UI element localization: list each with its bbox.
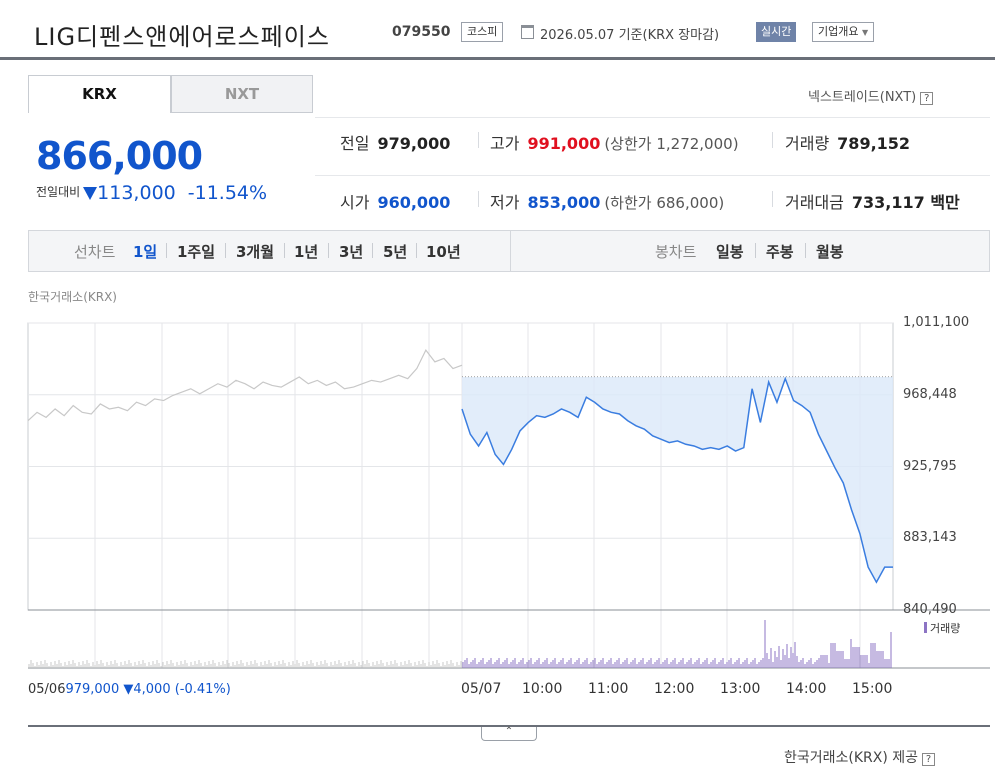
y-tick-label: 968,448 [903,386,957,402]
stock-code: 079550 [392,24,451,40]
tab-nxt[interactable]: NXT [171,75,313,113]
divider [372,243,373,258]
nxt-link[interactable]: 넥스트레이드(NXT)? [808,86,934,105]
divider [478,191,479,207]
x-tick-label: 15:00 [852,681,893,697]
period-divider [510,231,511,271]
x-tick-label: 11:00 [588,681,629,697]
change-label: 전일대비 [36,185,81,199]
y-tick-label: 925,795 [903,458,957,474]
down-triangle-icon [83,187,98,200]
candle-chart-label: 봉차트 [655,243,697,261]
stock-header: LIG디펜스앤에어로스페이스 079550 코스피 2026.05.07 기준(… [0,0,995,60]
divider [225,243,226,258]
change-percent: -11.54% [187,182,268,204]
stat-open: 시가 960,000 [340,193,451,212]
period-bar [28,230,990,272]
caret-down-icon: ▼ [861,28,869,37]
divider [772,191,773,207]
realtime-button[interactable]: 실시간 [756,22,797,42]
y-tick-label: 883,143 [903,530,957,546]
divider [755,243,756,258]
x-tick-label: 14:00 [786,681,827,697]
stat-prev-close: 전일 979,000 [340,134,451,153]
help-icon[interactable]: ? [922,753,936,766]
corp-info-dropdown[interactable]: 기업개요 ▼ [812,22,875,42]
quote-date: 2026.05.07 기준(KRX 장마감) [540,28,720,43]
price-chart-svg[interactable] [0,300,995,720]
market-badge: 코스피 [461,22,504,42]
calendar-icon [521,25,534,39]
company-name: LIG디펜스앤에어로스페이스 [34,23,330,51]
y-tick-label: 840,490 [903,602,957,617]
period-10y[interactable]: 10년 [426,243,461,261]
price-chart[interactable]: 1,011,100 968,448 925,795 883,143 840,49… [0,300,995,720]
collapse-chart-button[interactable]: ⌃ [481,727,537,741]
stat-trade-value: 거래대금 733,117 백만 [785,193,960,212]
x-tick-label: 13:00 [720,681,761,697]
x-tick-label: 12:00 [654,681,695,697]
period-3y[interactable]: 3년 [339,243,364,261]
candle-weekly[interactable]: 주봉 [766,243,794,261]
today-price-line [461,376,893,584]
divider [328,243,329,258]
divider [772,132,773,148]
period-5y[interactable]: 5년 [383,243,408,261]
line-chart-label: 선차트 [74,243,116,261]
period-3m[interactable]: 3개월 [236,243,275,261]
period-1d[interactable]: 1일 [133,243,158,261]
legend-swatch [924,622,927,633]
below-prev-close-area [462,376,893,583]
period-1w[interactable]: 1주일 [177,243,216,261]
prev-day-line [27,348,463,422]
divider [284,243,285,258]
candle-daily[interactable]: 일봉 [716,243,744,261]
tab-krx[interactable]: KRX [28,75,171,113]
prev-day-summary: 05/06979,000 ▼4,000 (-0.41%) [28,682,231,697]
current-price: 866,000 [36,134,203,178]
x-tick-label: 10:00 [522,681,563,697]
stats-divider [315,175,990,176]
price-change: 전일대비 113,000 -11.54% [36,182,267,204]
candle-monthly[interactable]: 월봉 [816,243,844,261]
y-tick-label: 1,011,100 [903,315,970,330]
volume-legend: 거래량 [924,620,960,636]
divider [478,132,479,148]
divider [166,243,167,258]
period-1y[interactable]: 1년 [294,243,319,261]
chart-source: 한국거래소(KRX) [28,290,117,304]
divider [805,243,806,258]
help-icon[interactable]: ? [920,92,934,105]
x-tick-label: 05/07 [461,681,502,697]
divider [416,243,417,258]
stat-high: 고가 991,000 (상한가 1,272,000) [490,134,739,153]
stat-low: 저가 853,000 (하한가 686,000) [490,193,725,212]
krx-credit: 한국거래소(KRX) 제공? [784,747,936,767]
chart-bottom-border [28,725,990,727]
stat-volume: 거래량 789,152 [785,134,911,153]
change-amount: 113,000 [97,182,176,204]
